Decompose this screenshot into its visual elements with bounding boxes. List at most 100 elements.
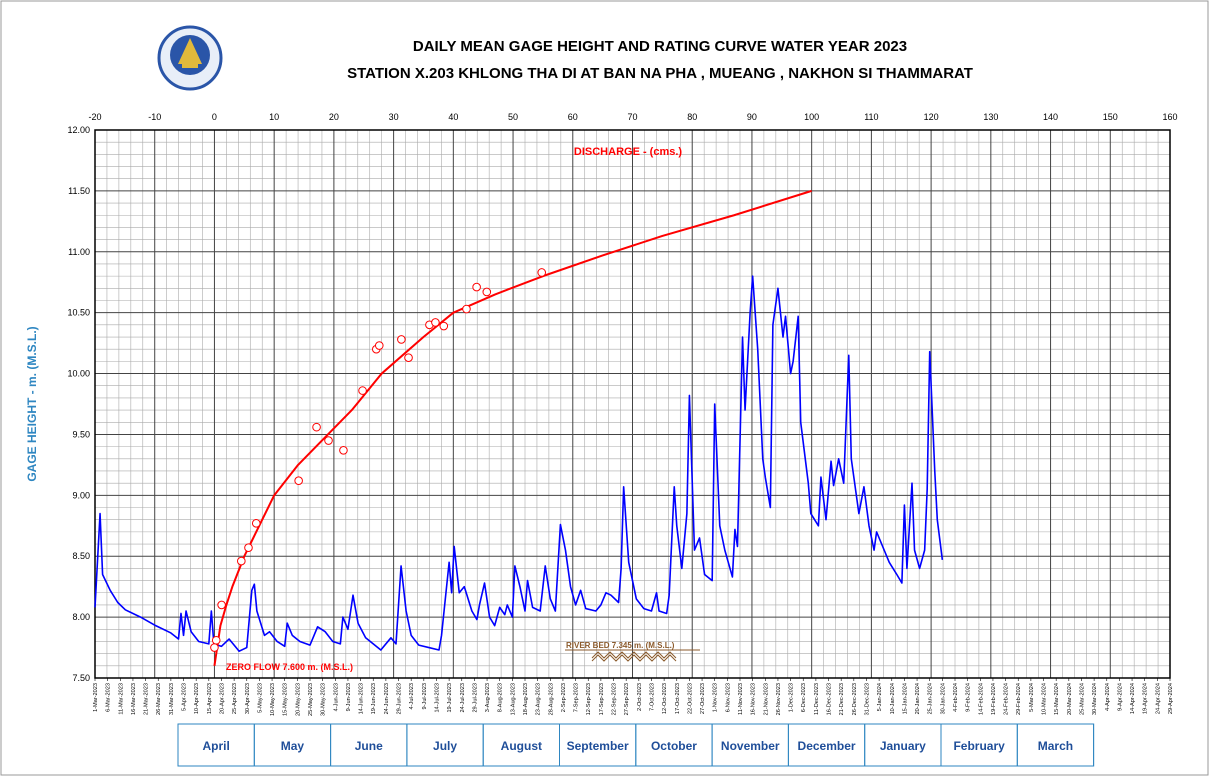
date-tick-label: 19-Jun-2023 <box>371 683 377 714</box>
y-tick-label: 8.50 <box>72 551 90 561</box>
date-tick-label: 11-Mar-2023 <box>118 683 124 715</box>
date-tick-label: 24-Apr-2024 <box>1155 683 1161 714</box>
date-tick-label: 15-Mar-2024 <box>1054 683 1060 715</box>
y-axis-label: GAGE HEIGHT - m. (M.S.L.) <box>25 326 39 481</box>
date-tick-label: 2-Oct-2023 <box>637 683 643 711</box>
top-tick-label: 120 <box>924 112 939 122</box>
date-tick-label: 17-Oct-2023 <box>675 683 681 714</box>
date-tick-label: 30-Jan-2024 <box>940 683 946 714</box>
date-tick-label: 14-Jun-2023 <box>359 683 365 714</box>
top-tick-label: 90 <box>747 112 757 122</box>
y-tick-label: 9.00 <box>72 490 90 500</box>
date-tick-label: 1-Nov-2023 <box>713 683 719 712</box>
top-tick-label: 140 <box>1043 112 1058 122</box>
date-tick-label: 3-Aug-2023 <box>485 683 491 712</box>
top-tick-label: 10 <box>269 112 279 122</box>
date-tick-label: 1-Mar-2023 <box>93 683 99 712</box>
month-label: January <box>880 739 926 753</box>
date-tick-label: 29-Jun-2023 <box>397 683 403 714</box>
measurement-point <box>439 321 449 331</box>
date-tick-label: 20-Jan-2024 <box>915 683 921 714</box>
date-tick-label: 31-Mar-2023 <box>169 683 175 715</box>
date-tick-label: 7-Oct-2023 <box>649 683 655 711</box>
top-tick-label: 100 <box>804 112 819 122</box>
month-label: December <box>798 739 856 753</box>
month-label: May <box>281 739 305 753</box>
date-tick-label: 25-May-2023 <box>308 683 314 716</box>
date-tick-label: 16-Mar-2023 <box>131 683 137 715</box>
date-tick-label: 13-Aug-2023 <box>510 683 516 715</box>
river-bed-hatch <box>591 651 677 662</box>
date-tick-label: 10-Mar-2024 <box>1042 683 1048 715</box>
month-label: September <box>567 739 629 753</box>
date-tick-label: 20-Mar-2024 <box>1067 683 1073 715</box>
measurement-point <box>374 341 384 350</box>
date-tick-label: 10-May-2023 <box>270 683 276 716</box>
date-tick-label: 12-Sep-2023 <box>586 683 592 715</box>
date-tick-label: 5-Apr-2023 <box>182 683 188 711</box>
measurement-point <box>462 304 471 314</box>
date-tick-label: 5-Mar-2024 <box>1029 683 1035 712</box>
date-tick-label: 5-Jan-2024 <box>877 683 883 711</box>
measurement-point <box>537 268 547 277</box>
date-tick-label: 15-Jan-2024 <box>902 683 908 714</box>
measurement-point <box>404 353 413 363</box>
date-tick-label: 4-Jun-2023 <box>333 683 339 711</box>
date-tick-label: 16-Dec-2023 <box>827 683 833 715</box>
title-line-2: STATION X.203 KHLONG THA DI AT BAN NA PH… <box>347 65 973 82</box>
measurement-point <box>251 519 261 528</box>
measurement-point <box>211 635 221 645</box>
date-tick-label: 15-May-2023 <box>283 683 289 716</box>
date-tick-label: 30-May-2023 <box>321 683 327 716</box>
data-line <box>94 275 944 653</box>
date-tick-label: 9-Apr-2024 <box>1117 683 1123 711</box>
date-tick-label: 4-Apr-2024 <box>1105 683 1111 711</box>
date-tick-label: 18-Aug-2023 <box>523 683 529 715</box>
date-tick-label: 28-Aug-2023 <box>548 683 554 715</box>
date-tick-label: 11-Nov-2023 <box>738 683 744 715</box>
date-tick-label: 26-Mar-2023 <box>156 683 162 715</box>
date-tick-label: 21-Mar-2023 <box>144 683 150 715</box>
top-tick-label: 80 <box>687 112 697 122</box>
title-line-1: DAILY MEAN GAGE HEIGHT AND RATING CURVE … <box>413 38 907 55</box>
top-tick-label: -20 <box>88 112 101 122</box>
logo <box>157 25 223 91</box>
month-label: March <box>1038 739 1073 753</box>
date-tick-label: 9-Jun-2023 <box>346 683 352 711</box>
measurement-point <box>217 600 226 610</box>
date-tick-label: 10-Apr-2023 <box>194 683 200 714</box>
measurement-point <box>294 476 303 486</box>
measurement-point <box>431 318 440 327</box>
y-tick-label: 10.00 <box>67 369 90 379</box>
measurement-point <box>210 643 219 652</box>
date-tick-label: 5-May-2023 <box>257 683 263 713</box>
date-tick-label: 14-Apr-2024 <box>1130 683 1136 714</box>
y-tick-label: 8.00 <box>72 612 90 622</box>
date-tick-label: 29-Apr-2024 <box>1168 683 1174 714</box>
date-tick-label: 17-Sep-2023 <box>599 683 605 715</box>
date-tick-label: 21-Nov-2023 <box>763 683 769 715</box>
annotation-zero-flow: ZERO FLOW 7.600 m. (M.S.L.) <box>226 662 353 672</box>
date-tick-label: 31-Dec-2023 <box>864 683 870 715</box>
date-tick-label: 6-Dec-2023 <box>801 683 807 712</box>
y-tick-label: 11.00 <box>68 247 90 257</box>
month-label: April <box>202 739 229 753</box>
date-tick-label: 27-Oct-2023 <box>700 683 706 714</box>
plot-border <box>94 129 1171 679</box>
date-tick-label: 14-Feb-2024 <box>978 683 984 715</box>
top-tick-label: 160 <box>1162 112 1177 122</box>
date-tick-label: 2-Sep-2023 <box>561 683 567 712</box>
date-tick-label: 25-Mar-2024 <box>1079 683 1085 715</box>
top-tick-label: 110 <box>864 112 878 122</box>
measurement-point <box>237 556 246 566</box>
top-tick-label: -10 <box>148 112 161 122</box>
top-tick-label: 50 <box>508 112 518 122</box>
date-tick-label: 6-Mar-2023 <box>106 683 112 712</box>
y-tick-label: 9.50 <box>72 429 90 439</box>
measurement-point <box>324 436 333 445</box>
top-tick-label: 30 <box>389 112 399 122</box>
month-label: October <box>651 739 697 753</box>
